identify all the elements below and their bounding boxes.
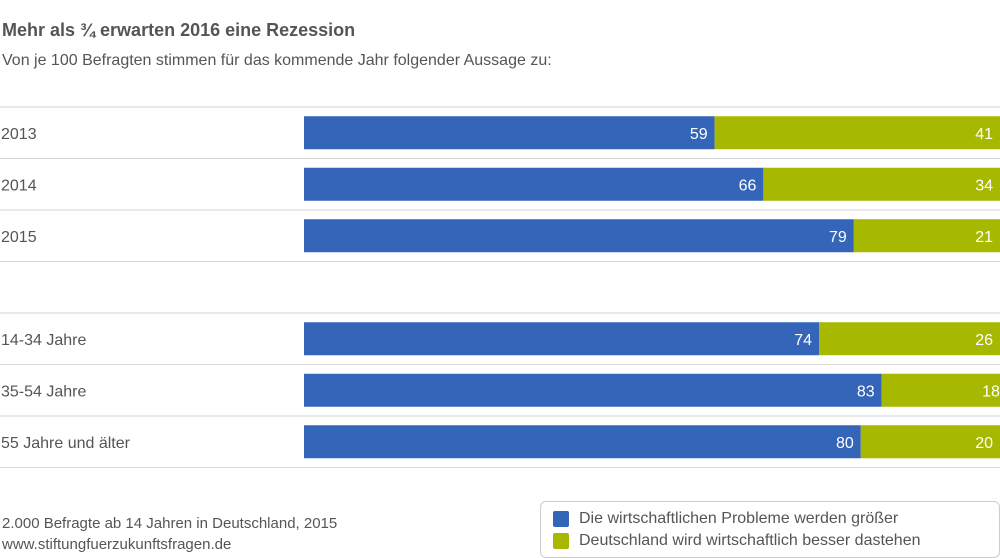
data-label: 34 <box>975 177 993 194</box>
source-url: www.stiftungfuerzukunftsfragen.de <box>2 536 232 553</box>
data-label: 83 <box>857 383 875 400</box>
legend-label-2: Deutschland wird wirtschaftlich besser d… <box>579 532 921 549</box>
legend-item-1: Die wirtschaftlichen Probleme werden grö… <box>553 510 898 528</box>
data-label: 80 <box>836 435 854 452</box>
bar-segment-green <box>763 167 1000 201</box>
bar-segment-green <box>860 425 1000 459</box>
bar-segment-blue <box>304 167 764 201</box>
category-label: 14-34 Jahre <box>1 332 86 349</box>
category-label: 35-54 Jahre <box>1 383 86 400</box>
stacked-bar-chart: 2013 59 41 2014 66 34 2015 79 21 14-34 Jahre 74 26 3… <box>0 106 1000 468</box>
category-label: 55 Jahre und älter <box>1 435 131 452</box>
bar-segment-blue <box>304 373 882 407</box>
legend: Die wirtschaftlichen Probleme werden grö… <box>540 501 1000 558</box>
data-label: 79 <box>829 229 847 246</box>
bar-segment-green <box>853 219 1000 253</box>
chart-title: Mehr als ¾ erwarten 2016 eine Rezession <box>2 20 356 40</box>
legend-swatch-blue <box>553 511 569 527</box>
category-label: 2013 <box>1 126 37 143</box>
legend-item-2: Deutschland wird wirtschaftlich besser d… <box>553 532 921 550</box>
data-label: 18 <box>982 383 1000 400</box>
legend-label-1: Die wirtschaftlichen Probleme werden grö… <box>579 510 899 527</box>
data-label: 66 <box>739 177 757 194</box>
data-label: 41 <box>975 126 993 143</box>
data-label: 59 <box>690 126 708 143</box>
data-label: 74 <box>794 332 812 349</box>
bar-segment-green <box>881 373 1000 407</box>
bar-segment-blue <box>304 116 715 150</box>
bar-segment-blue <box>304 219 854 253</box>
bar-segment-blue <box>304 322 820 356</box>
category-label: 2014 <box>1 177 37 194</box>
bar-segment-blue <box>304 425 861 459</box>
data-label: 21 <box>975 229 993 246</box>
data-label: 26 <box>975 332 993 349</box>
data-label: 20 <box>975 435 993 452</box>
chart-subtitle: Von je 100 Befragten stimmen für das kom… <box>2 52 552 69</box>
source-note: 2.000 Befragte ab 14 Jahren in Deutschla… <box>2 515 338 532</box>
legend-swatch-green <box>553 533 569 549</box>
bar-segment-green <box>714 116 1000 150</box>
category-label: 2015 <box>1 229 37 246</box>
bar-segment-green <box>819 322 1000 356</box>
